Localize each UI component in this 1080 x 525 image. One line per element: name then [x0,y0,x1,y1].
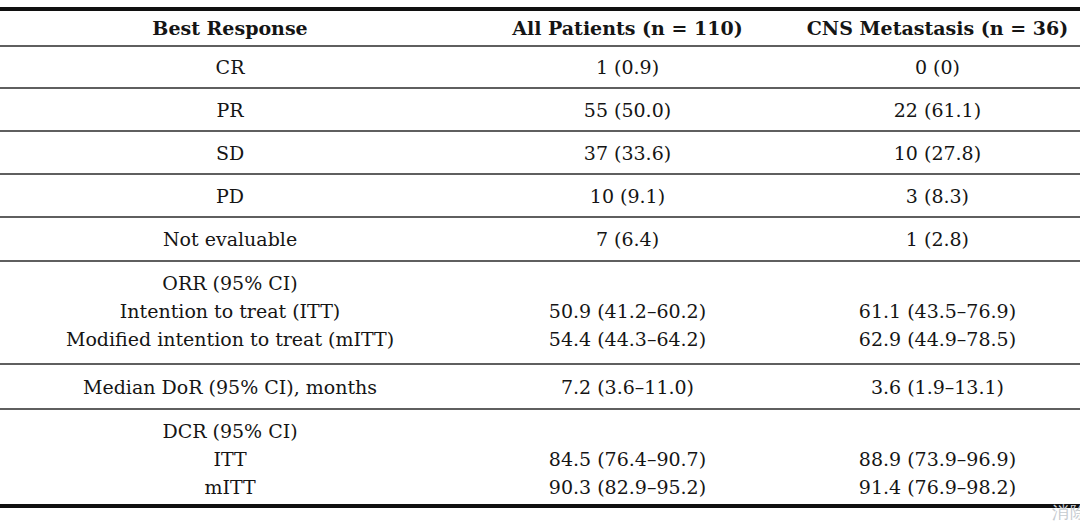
row-label-cell: SD [0,131,460,174]
cns-metastasis-value-cell: 10 (27.8) [795,131,1080,174]
cell-line [795,417,1080,445]
cell-line: 88.9 (73.9–96.9) [795,445,1080,473]
cns-metastasis-value-cell: 3.6 (1.9–13.1) [795,364,1080,409]
cell-line: ITT [0,445,460,473]
row-label-cell: Median DoR (95% CI), months [0,364,460,409]
cell-line: 91.4 (76.9–98.2) [795,473,1080,501]
cell-line: 61.1 (43.5–76.9) [795,297,1080,325]
cns-metastasis-value-cell: 88.9 (73.9–96.9)91.4 (76.9–98.2) [795,409,1080,506]
cell-line: mITT [0,473,460,501]
cell-line: Modified intention to treat (mITT) [0,325,460,353]
cell-line: 90.3 (82.9–95.2) [460,473,795,501]
cell-line [795,269,1080,297]
column-header-all-patients: All Patients (n = 110) [460,9,795,46]
all-patients-value-cell: 7 (6.4) [460,217,795,261]
cell-line: ORR (95% CI) [0,269,460,297]
row-label-cell: DCR (95% CI)ITTmITT [0,409,460,506]
all-patients-value-cell: 10 (9.1) [460,174,795,217]
table-row-median-dor: Median DoR (95% CI), months7.2 (3.6–11.0… [0,364,1080,409]
cns-metastasis-value-cell: 3 (8.3) [795,174,1080,217]
table-row-cr: CR1 (0.9)0 (0) [0,46,1080,88]
all-patients-value-cell: 37 (33.6) [460,131,795,174]
table-body: CR1 (0.9)0 (0)PR55 (50.0)22 (61.1)SD37 (… [0,46,1080,506]
column-header-best-response: Best Response [0,9,460,46]
table-header-row: Best Response All Patients (n = 110) CNS… [0,9,1080,46]
column-header-cns-metastasis: CNS Metastasis (n = 36) [795,9,1080,46]
table-row-orr: ORR (95% CI)Intention to treat (ITT)Modi… [0,261,1080,364]
row-label-cell: ORR (95% CI)Intention to treat (ITT)Modi… [0,261,460,364]
all-patients-value-cell: 50.9 (41.2–60.2)54.4 (44.3–64.2) [460,261,795,364]
cns-metastasis-value-cell: 0 (0) [795,46,1080,88]
best-response-table: Best Response All Patients (n = 110) CNS… [0,7,1080,508]
all-patients-value-cell: 55 (50.0) [460,88,795,131]
cell-line: 84.5 (76.4–90.7) [460,445,795,473]
row-label-cell: Not evaluable [0,217,460,261]
table-row-pr: PR55 (50.0)22 (61.1) [0,88,1080,131]
table-row-pd: PD10 (9.1)3 (8.3) [0,174,1080,217]
table-row-sd: SD37 (33.6)10 (27.8) [0,131,1080,174]
cns-metastasis-value-cell: 61.1 (43.5–76.9)62.9 (44.9–78.5) [795,261,1080,364]
row-label-cell: PD [0,174,460,217]
cell-line [460,417,795,445]
cell-line: 54.4 (44.3–64.2) [460,325,795,353]
all-patients-value-cell: 84.5 (76.4–90.7)90.3 (82.9–95.2) [460,409,795,506]
watermark-fragment: 消除 [1052,501,1080,524]
cell-line: DCR (95% CI) [0,417,460,445]
cell-line: 50.9 (41.2–60.2) [460,297,795,325]
row-label-cell: CR [0,46,460,88]
table-row-dcr: DCR (95% CI)ITTmITT 84.5 (76.4–90.7)90.3… [0,409,1080,506]
cell-line: 62.9 (44.9–78.5) [795,325,1080,353]
cns-metastasis-value-cell: 22 (61.1) [795,88,1080,131]
row-label-cell: PR [0,88,460,131]
table-row-not-evaluable: Not evaluable7 (6.4)1 (2.8) [0,217,1080,261]
all-patients-value-cell: 7.2 (3.6–11.0) [460,364,795,409]
cns-metastasis-value-cell: 1 (2.8) [795,217,1080,261]
cell-line: Intention to treat (ITT) [0,297,460,325]
cell-line [460,269,795,297]
paper-table-page: Best Response All Patients (n = 110) CNS… [0,0,1080,525]
all-patients-value-cell: 1 (0.9) [460,46,795,88]
